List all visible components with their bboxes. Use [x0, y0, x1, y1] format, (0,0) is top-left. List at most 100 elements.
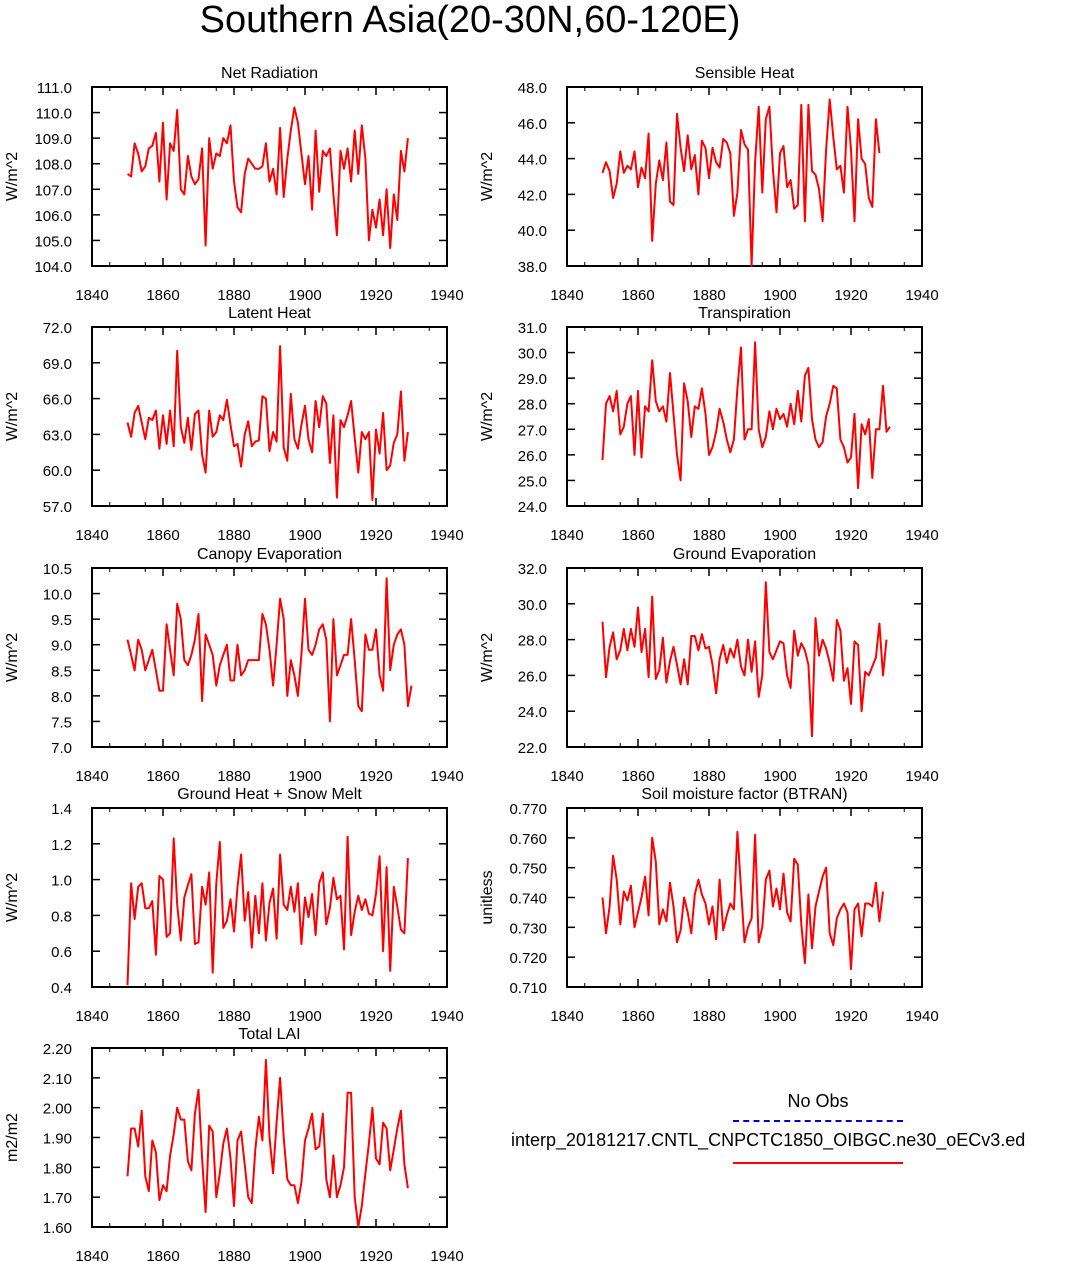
plot-frame	[566, 86, 923, 267]
y-tick-label: 9.5	[51, 612, 72, 629]
y-tick-label: 25.0	[518, 473, 547, 490]
series-line	[601, 341, 891, 490]
x-tick-label: 1860	[146, 768, 179, 785]
x-tick-label: 1860	[146, 1248, 179, 1262]
x-tick-label: 1940	[905, 768, 938, 785]
x-tick-label: 1860	[146, 287, 179, 304]
x-tick-label: 1860	[621, 768, 654, 785]
y-axis-label: W/m^2	[4, 392, 21, 441]
y-tick-label: 24.0	[518, 499, 547, 516]
x-tick-label: 1920	[834, 287, 867, 304]
legend-title: No Obs	[787, 1091, 849, 1111]
y-tick-label: 46.0	[518, 116, 547, 133]
plot-frame	[91, 86, 448, 267]
y-tick-label: 2.10	[43, 1071, 72, 1088]
x-tick-label: 1860	[621, 527, 654, 544]
plot-frame	[566, 326, 923, 507]
y-tick-label: 1.60	[43, 1220, 72, 1237]
x-tick-label: 1920	[359, 768, 392, 785]
panel-title: Canopy Evaporation	[197, 546, 342, 563]
x-tick-label: 1840	[75, 1008, 108, 1025]
y-tick-label: 0.4	[51, 980, 72, 997]
x-tick-label: 1880	[217, 1008, 250, 1025]
y-tick-label: 48.0	[518, 80, 547, 97]
x-tick-label: 1940	[905, 527, 938, 544]
y-tick-label: 7.0	[51, 740, 72, 757]
x-tick-label: 1940	[905, 287, 938, 304]
y-tick-label: 26.0	[518, 668, 547, 685]
x-tick-label: 1840	[75, 1248, 108, 1262]
series-line	[126, 835, 409, 986]
x-tick-label: 1920	[359, 1008, 392, 1025]
y-tick-label: 108.0	[34, 157, 72, 174]
y-tick-label: 2.00	[43, 1101, 72, 1118]
y-tick-label: 9.0	[51, 638, 72, 655]
chart-panel: Transpiration W/m^2 1840 1860 1880 1900 1920 19…	[479, 305, 939, 544]
x-tick-label: 1880	[217, 527, 250, 544]
series-line	[601, 98, 881, 267]
y-tick-label: 1.4	[51, 801, 72, 818]
y-tick-label: 38.0	[518, 259, 547, 276]
y-tick-label: 57.0	[43, 499, 72, 516]
plot-frame	[91, 326, 448, 507]
x-tick-label: 1860	[146, 527, 179, 544]
x-tick-label: 1880	[692, 287, 725, 304]
y-axis-label: unitless	[479, 870, 496, 924]
y-tick-label: 26.0	[518, 448, 547, 465]
y-tick-label: 0.720	[509, 950, 547, 967]
y-axis-label: W/m^2	[4, 152, 21, 201]
y-tick-label: 0.740	[509, 891, 547, 908]
y-tick-label: 29.0	[518, 371, 547, 388]
x-tick-label: 1900	[763, 1008, 796, 1025]
y-tick-label: 107.0	[34, 182, 72, 199]
y-tick-label: 10.0	[43, 587, 72, 604]
y-tick-label: 7.5	[51, 714, 72, 731]
y-tick-label: 31.0	[518, 320, 547, 337]
y-tick-label: 1.90	[43, 1131, 72, 1148]
y-tick-label: 1.0	[51, 873, 72, 890]
y-tick-label: 2.20	[43, 1041, 72, 1058]
x-tick-label: 1940	[430, 1248, 463, 1262]
y-tick-label: 60.0	[43, 463, 72, 480]
x-tick-label: 1860	[621, 287, 654, 304]
series-line	[601, 830, 884, 971]
y-tick-label: 42.0	[518, 187, 547, 204]
x-tick-label: 1940	[430, 1008, 463, 1025]
y-tick-label: 28.0	[518, 633, 547, 650]
series-line	[126, 345, 409, 501]
y-tick-label: 72.0	[43, 320, 72, 337]
y-tick-label: 30.0	[518, 597, 547, 614]
x-tick-label: 1880	[217, 1248, 250, 1262]
chart-panel: Canopy Evaporation W/m^2 1840 1860 1880 1900 1…	[4, 546, 464, 785]
x-tick-label: 1900	[763, 287, 796, 304]
x-tick-label: 1840	[75, 527, 108, 544]
y-tick-label: 1.70	[43, 1190, 72, 1207]
figure-title: Southern Asia(20-30N,60-120E)	[199, 0, 741, 41]
x-tick-label: 1920	[834, 527, 867, 544]
y-tick-label: 1.2	[51, 837, 72, 854]
y-tick-label: 63.0	[43, 427, 72, 444]
y-axis-label: W/m^2	[4, 873, 21, 922]
y-axis-label: W/m^2	[479, 633, 496, 682]
plot-frame	[566, 807, 923, 988]
y-tick-label: 0.6	[51, 944, 72, 961]
x-tick-label: 1880	[217, 768, 250, 785]
x-tick-label: 1920	[834, 1008, 867, 1025]
y-tick-label: 24.0	[518, 704, 547, 721]
x-tick-label: 1840	[550, 1008, 583, 1025]
chart-panel: Ground Heat + Snow Melt W/m^2 1840 1860 1880…	[4, 786, 464, 1025]
y-tick-label: 30.0	[518, 346, 547, 363]
x-tick-label: 1900	[288, 1008, 321, 1025]
x-tick-label: 1940	[430, 768, 463, 785]
x-tick-label: 1940	[430, 527, 463, 544]
chart-panel: Total LAI m2/m2 1840 1860 1880 1900 1920 1940 1.…	[4, 1026, 464, 1262]
y-tick-label: 106.0	[34, 208, 72, 225]
x-tick-label: 1880	[692, 768, 725, 785]
panel-title: Ground Heat + Snow Melt	[177, 786, 362, 803]
series-line	[126, 1058, 409, 1228]
x-tick-label: 1840	[550, 527, 583, 544]
legend-model-line	[733, 1162, 903, 1164]
chart-panel: Latent Heat W/m^2 1840 1860 1880 1900 1920 1940…	[4, 305, 464, 544]
x-tick-label: 1940	[905, 1008, 938, 1025]
